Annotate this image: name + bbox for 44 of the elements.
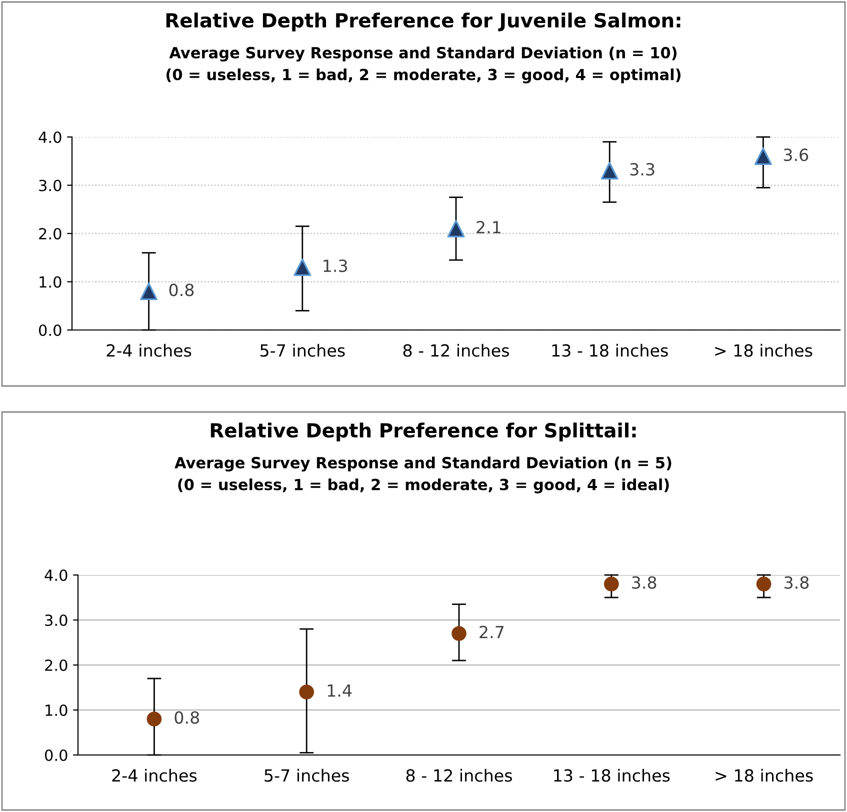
chart-title: Relative Depth Preference for Juvenile Salmon: bbox=[166, 12, 680, 32]
y-tick-label: 1.0 bbox=[46, 704, 68, 716]
chart-subtitle: Average Survey Response and Standard Deviation (n = 5) (0 = useless, 1 = bad, 2 = moderate, 3 = good, 4 = ideal) bbox=[174, 456, 672, 494]
point bbox=[452, 626, 466, 641]
data-label: 0.8 bbox=[174, 711, 200, 724]
x-tick-label: 5-7 inches bbox=[264, 768, 349, 782]
y-tick-label: 3.0 bbox=[39, 180, 62, 192]
y-tick-label: 0.0 bbox=[44, 749, 68, 762]
data-label: 0.8 bbox=[169, 284, 194, 296]
point bbox=[299, 684, 314, 700]
y-tick-label: 4.0 bbox=[44, 569, 68, 582]
chart-subtitle: Average Survey Response and Standard Deviation (n = 10) (0 = useless, 1 = bad, 2 = moderate, 3 = good, 4 = optimal) bbox=[166, 46, 680, 84]
point bbox=[140, 282, 158, 300]
y-tick-label: 0.0 bbox=[38, 324, 62, 336]
data-label: 1.4 bbox=[328, 684, 352, 697]
y-tick-label: 4.0 bbox=[38, 131, 62, 144]
data-label: 3.6 bbox=[784, 148, 808, 162]
x-tick-label: 8 - 12 inches bbox=[403, 344, 509, 357]
point bbox=[604, 576, 619, 592]
data-label: 1.3 bbox=[324, 260, 348, 272]
data-label: 3.3 bbox=[630, 163, 654, 176]
point bbox=[447, 220, 465, 238]
x-tick-label: 2-4 inches bbox=[112, 768, 197, 782]
x-tick-label: 13 - 18 inches bbox=[552, 344, 668, 357]
point bbox=[756, 576, 772, 592]
point bbox=[146, 712, 162, 726]
y-tick-label: 1.0 bbox=[40, 276, 62, 288]
x-tick-label: 2-4 inches bbox=[106, 344, 192, 357]
x-tick-label: > 18 inches bbox=[716, 768, 813, 782]
y-tick-label: 3.0 bbox=[45, 614, 68, 626]
data-label: 2.7 bbox=[480, 626, 504, 638]
x-tick-label: > 18 inches bbox=[715, 344, 812, 357]
point bbox=[600, 162, 618, 180]
y-tick-label: 2.0 bbox=[45, 659, 68, 672]
data-label: 3.8 bbox=[632, 576, 656, 589]
x-tick-label: 8 - 12 inches bbox=[406, 768, 512, 782]
x-tick-label: 13 - 18 inches bbox=[554, 768, 670, 782]
point bbox=[294, 258, 312, 276]
data-label: 2.1 bbox=[476, 220, 500, 234]
data-label: 3.8 bbox=[784, 576, 809, 589]
x-tick-label: 5-7 inches bbox=[260, 344, 345, 357]
y-tick-label: 2.0 bbox=[39, 228, 62, 240]
point bbox=[754, 148, 772, 166]
chart-title: Relative Depth Preference for Splittail: bbox=[210, 422, 636, 442]
